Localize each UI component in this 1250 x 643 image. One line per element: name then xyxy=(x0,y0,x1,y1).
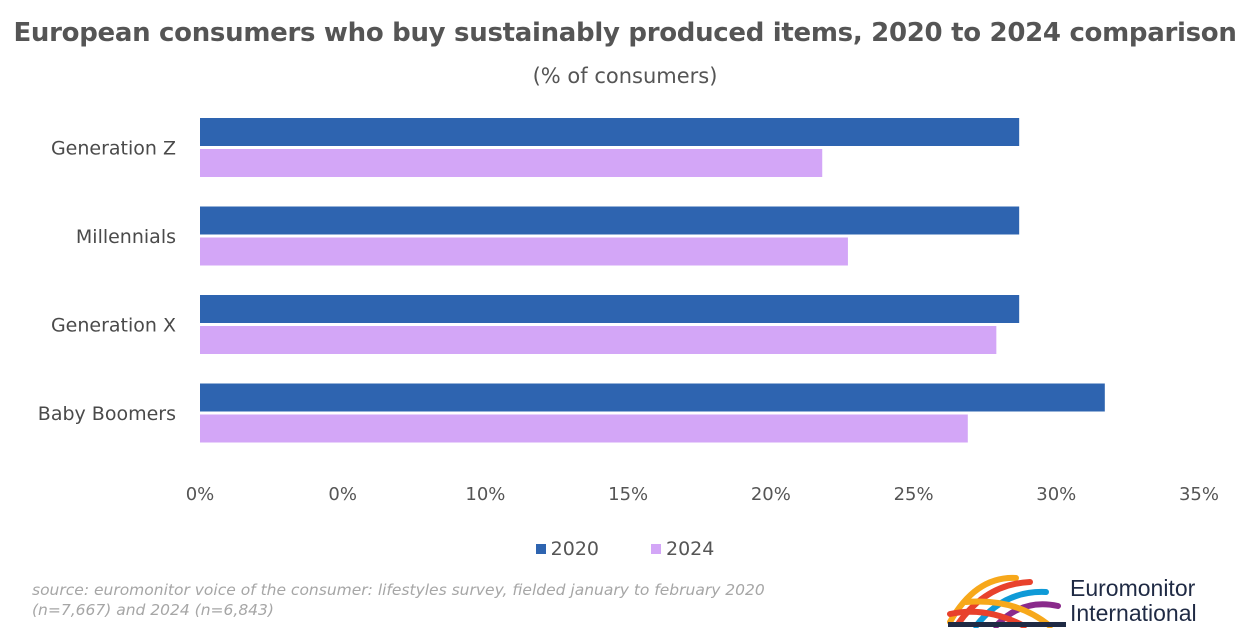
source-line-1: source: euromonitor voice of the consume… xyxy=(32,581,765,599)
x-tick-label: 15% xyxy=(608,484,648,505)
category-label-generation-x: Generation X xyxy=(51,315,176,337)
category-label-millennials: Millennials xyxy=(76,226,176,248)
source-note: source: euromonitor voice of the consume… xyxy=(32,580,832,620)
category-label-generation-z: Generation Z xyxy=(51,138,176,160)
legend-label-2020: 2020 xyxy=(550,538,599,560)
x-tick-label: 20% xyxy=(751,484,791,505)
logo-line-2: International xyxy=(1070,600,1197,626)
legend-label-2024: 2024 xyxy=(666,538,715,560)
x-tick-label: 30% xyxy=(1036,484,1076,505)
bar-generation-x-2024 xyxy=(200,326,997,354)
chart-legend: 2020 2024 xyxy=(0,538,1250,560)
bar-baby-boomers-2020 xyxy=(200,383,1105,412)
bar-baby-boomers-2024 xyxy=(200,414,968,443)
bar-generation-z-2024 xyxy=(200,149,823,177)
legend-item-2020: 2020 xyxy=(535,538,599,560)
legend-swatch-2020 xyxy=(535,544,546,554)
category-label-baby-boomers: Baby Boomers xyxy=(38,403,176,425)
legend-item-2024: 2024 xyxy=(651,538,714,560)
bar-millennials-2024 xyxy=(200,237,848,266)
x-tick-label: 0% xyxy=(186,484,215,505)
logo-arcs-icon xyxy=(947,574,1066,629)
bar-millennials-2020 xyxy=(200,206,1020,235)
euromonitor-logo: Euromonitor International xyxy=(946,572,1236,632)
x-tick-label: 10% xyxy=(465,484,505,505)
bar-generation-z-2020 xyxy=(200,118,1020,146)
x-tick-label: 0% xyxy=(328,484,357,505)
bar-generation-x-2020 xyxy=(200,295,1020,323)
x-tick-label: 35% xyxy=(1179,484,1219,505)
chart-subtitle: (% of consumers) xyxy=(532,64,718,88)
logo-line-1: Euromonitor xyxy=(1070,575,1196,601)
legend-swatch-2024 xyxy=(651,544,661,554)
bar-chart: Generation Z Millennials Generation X Baby … xyxy=(38,118,1219,505)
x-tick-label: 25% xyxy=(894,484,934,505)
chart-title: European consumers who buy sustainably p… xyxy=(13,18,1237,48)
source-line-2: (n=7,667) and 2024 (n=6,843) xyxy=(32,601,274,619)
logo-text: Euromonitor International xyxy=(1070,576,1197,626)
